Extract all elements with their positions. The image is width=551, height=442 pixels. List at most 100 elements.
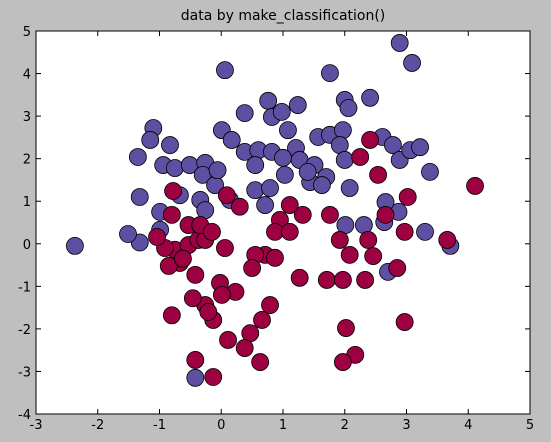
point — [246, 181, 265, 200]
point — [222, 131, 241, 149]
point — [208, 161, 227, 180]
point — [130, 188, 149, 206]
y-tick-label: 1 — [23, 195, 31, 210]
point — [359, 231, 378, 249]
point — [330, 231, 349, 249]
point — [162, 306, 181, 325]
point — [390, 34, 409, 52]
point — [204, 368, 223, 386]
x-tick-label: -3 — [30, 418, 43, 433]
point — [235, 339, 254, 357]
point — [203, 222, 221, 241]
point — [261, 296, 279, 314]
y-tick-label: 0 — [23, 238, 31, 253]
x-tick-label: 4 — [464, 418, 472, 433]
point — [354, 216, 373, 234]
y-tick-label: -1 — [18, 280, 31, 295]
point — [416, 222, 434, 241]
point — [317, 271, 336, 289]
x-tick-label: 2 — [341, 418, 349, 433]
point — [337, 319, 355, 337]
point — [199, 302, 218, 321]
point — [196, 201, 215, 220]
point — [333, 121, 352, 140]
point — [340, 179, 359, 197]
point — [336, 216, 355, 234]
point — [159, 257, 178, 275]
point — [340, 245, 359, 264]
point — [364, 247, 383, 266]
x-tick-label: -2 — [91, 418, 104, 433]
point — [186, 351, 205, 369]
point — [290, 268, 309, 287]
point — [466, 177, 484, 195]
point — [243, 259, 262, 277]
point — [128, 148, 147, 166]
point — [235, 104, 254, 123]
point — [361, 131, 379, 149]
point — [253, 311, 271, 329]
point — [272, 102, 291, 121]
x-tick-label: 0 — [217, 418, 225, 433]
point — [333, 271, 352, 289]
point — [183, 289, 202, 308]
point — [403, 54, 421, 72]
point — [361, 88, 379, 107]
point — [411, 138, 429, 157]
y-tick-label: 5 — [23, 25, 31, 40]
point — [280, 222, 299, 241]
y-tick-label: -2 — [18, 323, 31, 338]
point — [421, 162, 439, 181]
y-tick-label: -4 — [18, 408, 31, 423]
y-tick-label: 2 — [23, 153, 31, 168]
point — [351, 148, 370, 166]
point — [330, 136, 349, 154]
point — [293, 205, 312, 224]
point — [246, 156, 265, 174]
point — [212, 285, 231, 304]
point — [186, 368, 205, 387]
point — [313, 176, 331, 194]
point — [261, 179, 279, 197]
y-tick-label: 4 — [23, 68, 31, 83]
point — [219, 331, 237, 349]
point — [259, 91, 278, 110]
point — [148, 228, 166, 246]
point — [395, 222, 414, 241]
x-tick-label: -1 — [153, 418, 166, 433]
point — [174, 249, 192, 268]
point — [162, 205, 181, 224]
x-tick-label: 3 — [402, 418, 410, 433]
y-tick-label: -3 — [18, 365, 31, 380]
point — [298, 162, 317, 181]
point — [161, 136, 179, 154]
point — [217, 186, 236, 205]
point — [119, 225, 137, 243]
chart-title: data by make_classification() — [181, 8, 386, 24]
point — [166, 159, 184, 177]
point — [388, 259, 407, 277]
point — [395, 313, 414, 331]
point — [141, 131, 160, 149]
point — [241, 324, 260, 343]
point — [251, 353, 270, 371]
point — [164, 182, 182, 200]
x-tick-label: 1 — [279, 418, 287, 433]
point — [398, 188, 417, 206]
point — [274, 148, 292, 167]
point — [186, 265, 205, 284]
point — [321, 205, 339, 224]
point — [279, 121, 297, 140]
point — [376, 205, 395, 224]
point — [369, 165, 387, 184]
point — [216, 239, 234, 257]
point — [288, 96, 307, 114]
point — [256, 196, 274, 214]
point — [356, 271, 375, 289]
point — [384, 136, 402, 154]
point — [66, 237, 84, 255]
point — [275, 165, 294, 184]
point — [230, 197, 249, 216]
point — [216, 61, 234, 80]
